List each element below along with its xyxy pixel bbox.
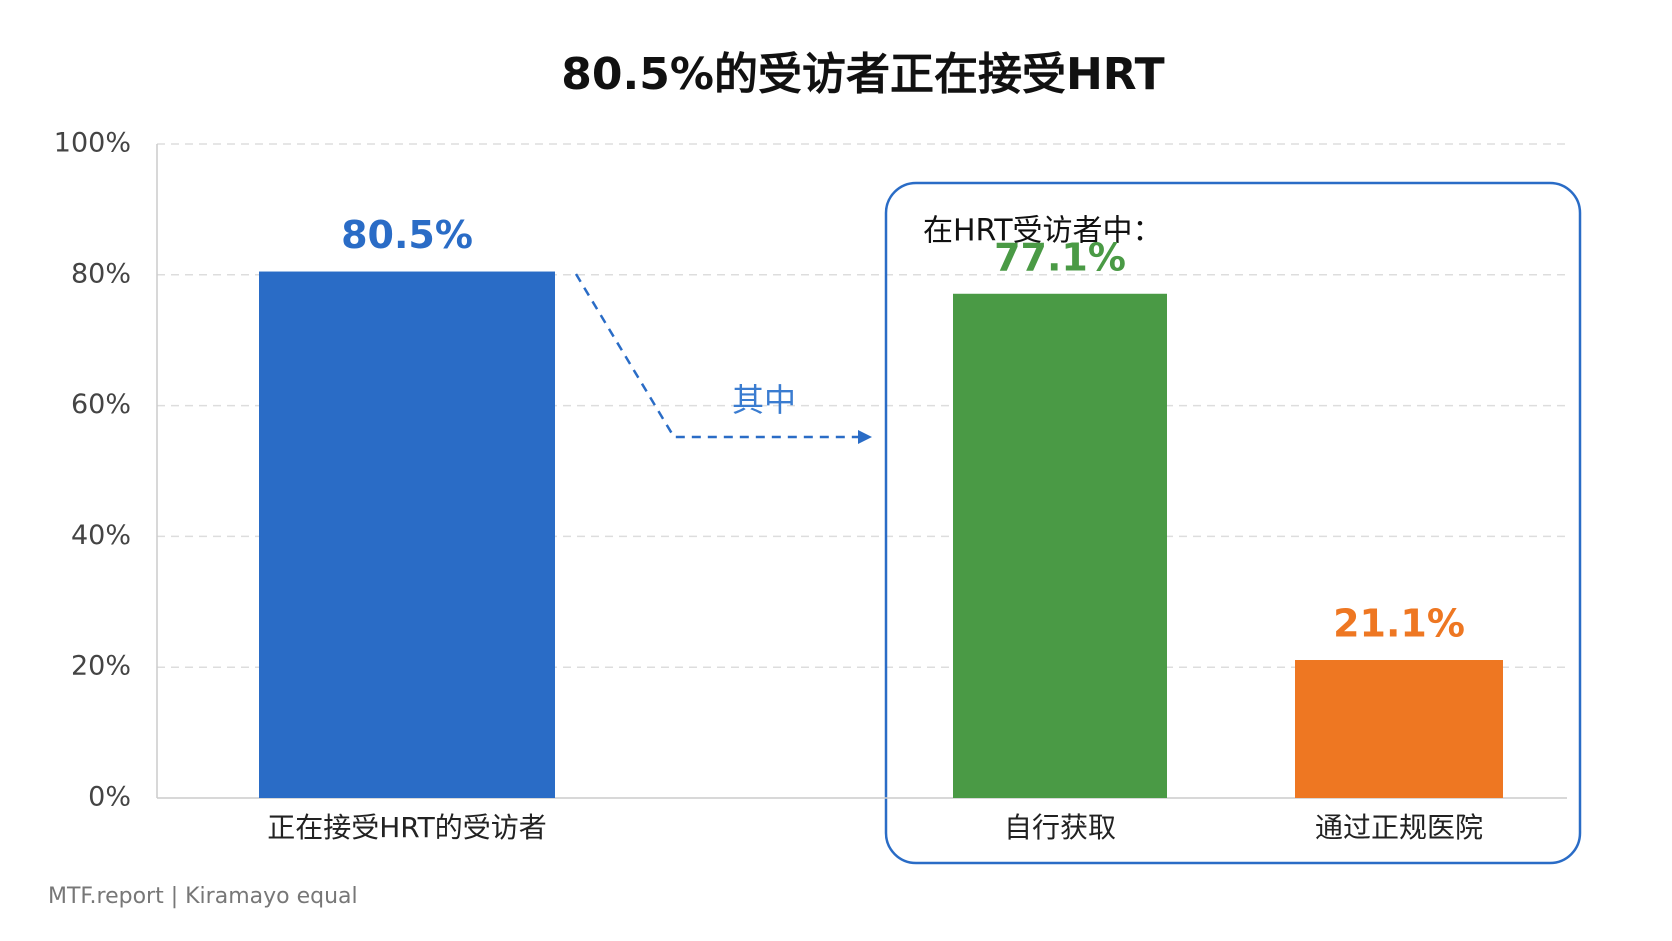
value-label: 80.5%	[341, 213, 473, 257]
value-label: 77.1%	[994, 235, 1126, 279]
x-tick-label: 正在接受HRT的受访者	[267, 811, 547, 844]
value-label: 21.1%	[1333, 602, 1465, 646]
x-tick-label: 自行获取	[1004, 811, 1116, 844]
y-tick-label: 80%	[71, 258, 131, 289]
chart-title: 80.5%的受访者正在接受HRT	[561, 49, 1164, 100]
x-tick-label: 通过正规医院	[1315, 811, 1483, 844]
arrow-label: 其中	[732, 381, 796, 419]
arrow-head	[858, 430, 872, 444]
y-tick-label: 60%	[71, 389, 131, 420]
highlight-box	[884, 181, 1582, 865]
source: MTF.report | Kiramayo equal	[48, 884, 358, 909]
bar	[259, 271, 555, 798]
y-tick-label: 20%	[71, 651, 131, 682]
connector-arrow	[574, 273, 862, 439]
bar	[953, 293, 1167, 798]
y-tick-label: 0%	[88, 782, 131, 813]
y-tick-label: 100%	[54, 128, 131, 159]
bar	[1295, 660, 1503, 798]
y-tick-label: 40%	[71, 520, 131, 551]
box-title: 在HRT受访者中：	[923, 214, 1163, 249]
